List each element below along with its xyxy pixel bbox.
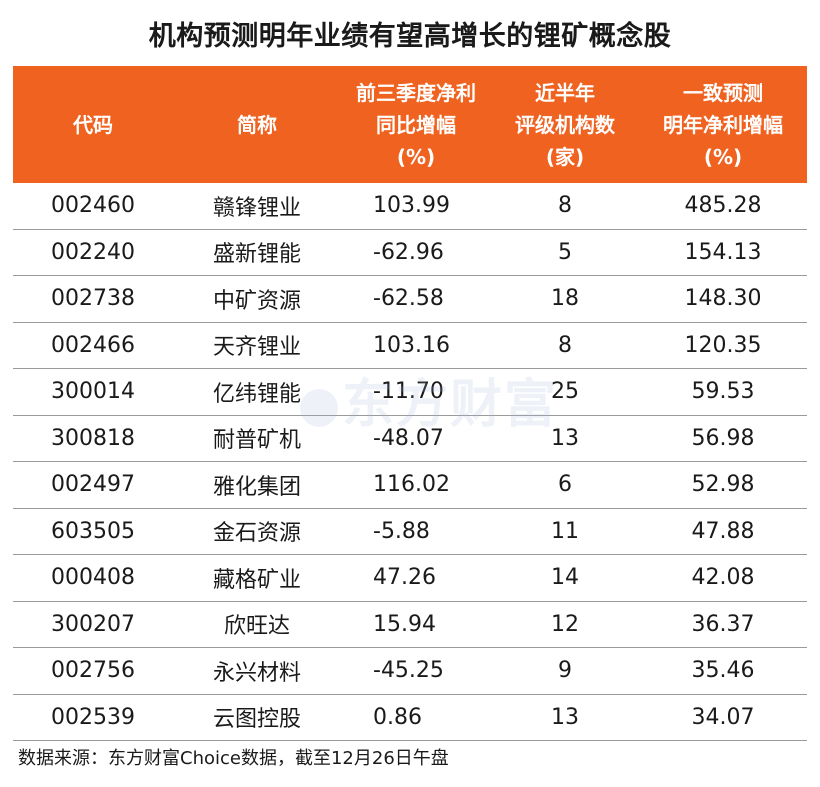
cell-forecast-growth: 35.46 bbox=[691, 658, 755, 684]
cell-name: 金石资源 bbox=[212, 521, 301, 547]
cell-forecast-growth: 154.13 bbox=[684, 239, 762, 265]
table-row: 300207 欣旺达 15.94 12 36.37 bbox=[13, 602, 807, 648]
cell-rating-count: 6 bbox=[558, 472, 572, 498]
cell-name: 欣旺达 bbox=[223, 614, 290, 640]
cell-profit-growth: 15.94 bbox=[373, 611, 436, 637]
cell-profit-growth: -45.25 bbox=[373, 658, 444, 684]
cell-profit-growth: -62.58 bbox=[373, 286, 444, 312]
cell-forecast-growth: 34.07 bbox=[691, 704, 755, 730]
cell-forecast-growth: 148.30 bbox=[684, 286, 762, 312]
header-forecast-growth: 一致预测 明年净利增幅 (%) bbox=[663, 80, 783, 169]
header-code: 代码 bbox=[73, 112, 113, 137]
cell-rating-count: 5 bbox=[558, 239, 572, 265]
cell-code: 300818 bbox=[51, 425, 135, 451]
table-row: 300014 亿纬锂能 -11.70 25 59.53 bbox=[13, 369, 807, 416]
stock-table: 代码 简称 前三季度净利 同比增幅 (%) 近半年 评级机构数 (家) 一致预测… bbox=[13, 66, 807, 741]
cell-rating-count: 13 bbox=[551, 425, 579, 451]
cell-name: 天齐锂业 bbox=[212, 335, 301, 361]
header-rating-count: 近半年 评级机构数 (家) bbox=[515, 80, 615, 169]
cell-forecast-growth: 52.98 bbox=[691, 472, 755, 498]
cell-forecast-growth: 47.88 bbox=[691, 518, 755, 544]
table-row: 002539 云图控股 0.86 13 34.07 bbox=[13, 695, 807, 741]
cell-profit-growth: 116.02 bbox=[373, 472, 450, 498]
cell-code: 002460 bbox=[51, 193, 135, 219]
cell-profit-growth: -62.96 bbox=[373, 239, 444, 265]
table-row: 300818 耐普矿机 -48.07 13 56.98 bbox=[13, 416, 807, 462]
table-row: 000408 藏格矿业 47.26 14 42.08 bbox=[13, 555, 807, 602]
cell-name: 亿纬锂能 bbox=[212, 381, 301, 407]
cell-profit-growth: 47.26 bbox=[373, 565, 436, 591]
cell-name: 雅化集团 bbox=[212, 474, 301, 500]
cell-forecast-growth: 59.53 bbox=[691, 379, 755, 405]
cell-rating-count: 18 bbox=[551, 286, 579, 312]
cell-code: 002738 bbox=[51, 286, 135, 312]
cell-code: 300014 bbox=[51, 379, 135, 405]
cell-forecast-growth: 36.37 bbox=[691, 611, 755, 637]
cell-name: 盛新锂能 bbox=[212, 242, 301, 268]
cell-name: 赣锋锂业 bbox=[212, 195, 301, 221]
cell-profit-growth: -5.88 bbox=[373, 518, 430, 544]
cell-code: 002497 bbox=[51, 472, 135, 498]
cell-name: 藏格矿业 bbox=[212, 567, 301, 593]
table-row: 002460 赣锋锂业 103.99 8 485.28 bbox=[13, 183, 807, 230]
cell-name: 永兴材料 bbox=[212, 660, 301, 686]
cell-code: 002240 bbox=[51, 239, 135, 265]
cell-profit-growth: 103.16 bbox=[373, 332, 450, 358]
table-row: 002240 盛新锂能 -62.96 5 154.13 bbox=[13, 230, 807, 276]
data-source-note: 数据来源：东方财富Choice数据，截至12月26日午盘 bbox=[18, 748, 449, 769]
header-name: 简称 bbox=[237, 112, 277, 137]
cell-profit-growth: 103.99 bbox=[373, 193, 450, 219]
table-row: 002466 天齐锂业 103.16 8 120.35 bbox=[13, 323, 807, 369]
cell-rating-count: 8 bbox=[558, 332, 572, 358]
cell-rating-count: 25 bbox=[551, 379, 579, 405]
table-row: 002756 永兴材料 -45.25 9 35.46 bbox=[13, 648, 807, 695]
cell-rating-count: 12 bbox=[551, 611, 579, 637]
cell-forecast-growth: 120.35 bbox=[684, 332, 762, 358]
cell-code: 002756 bbox=[51, 658, 135, 684]
table-body: 002460 赣锋锂业 103.99 8 485.28 002240 盛新锂能 -62.96 5… bbox=[13, 183, 807, 741]
cell-name: 中矿资源 bbox=[212, 288, 301, 314]
cell-rating-count: 9 bbox=[558, 658, 572, 684]
cell-forecast-growth: 56.98 bbox=[691, 425, 755, 451]
cell-rating-count: 13 bbox=[551, 704, 579, 730]
cell-forecast-growth: 485.28 bbox=[684, 193, 762, 219]
cell-rating-count: 11 bbox=[551, 518, 579, 544]
cell-code: 002539 bbox=[51, 704, 135, 730]
cell-name: 耐普矿机 bbox=[212, 428, 301, 454]
page-title: 机构预测明年业绩有望高增长的锂矿概念股 bbox=[148, 21, 672, 52]
table-row: 002738 中矿资源 -62.58 18 148.30 bbox=[13, 276, 807, 323]
cell-code: 002466 bbox=[51, 332, 135, 358]
cell-rating-count: 14 bbox=[551, 565, 579, 591]
table-row: 002497 雅化集团 116.02 6 52.98 bbox=[13, 462, 807, 509]
header-profit-growth: 前三季度净利 同比增幅 (%) bbox=[356, 80, 476, 169]
cell-code: 000408 bbox=[51, 565, 135, 591]
cell-forecast-growth: 42.08 bbox=[691, 565, 755, 591]
table-header: 代码 简称 前三季度净利 同比增幅 (%) 近半年 评级机构数 (家) 一致预测… bbox=[13, 66, 807, 183]
cell-name: 云图控股 bbox=[212, 707, 301, 733]
cell-code: 300207 bbox=[51, 611, 135, 637]
cell-rating-count: 8 bbox=[558, 193, 572, 219]
cell-profit-growth: 0.86 bbox=[373, 704, 422, 730]
table-row: 603505 金石资源 -5.88 11 47.88 bbox=[13, 509, 807, 555]
cell-code: 603505 bbox=[51, 518, 135, 544]
cell-profit-growth: -48.07 bbox=[373, 425, 444, 451]
cell-profit-growth: -11.70 bbox=[373, 379, 444, 405]
